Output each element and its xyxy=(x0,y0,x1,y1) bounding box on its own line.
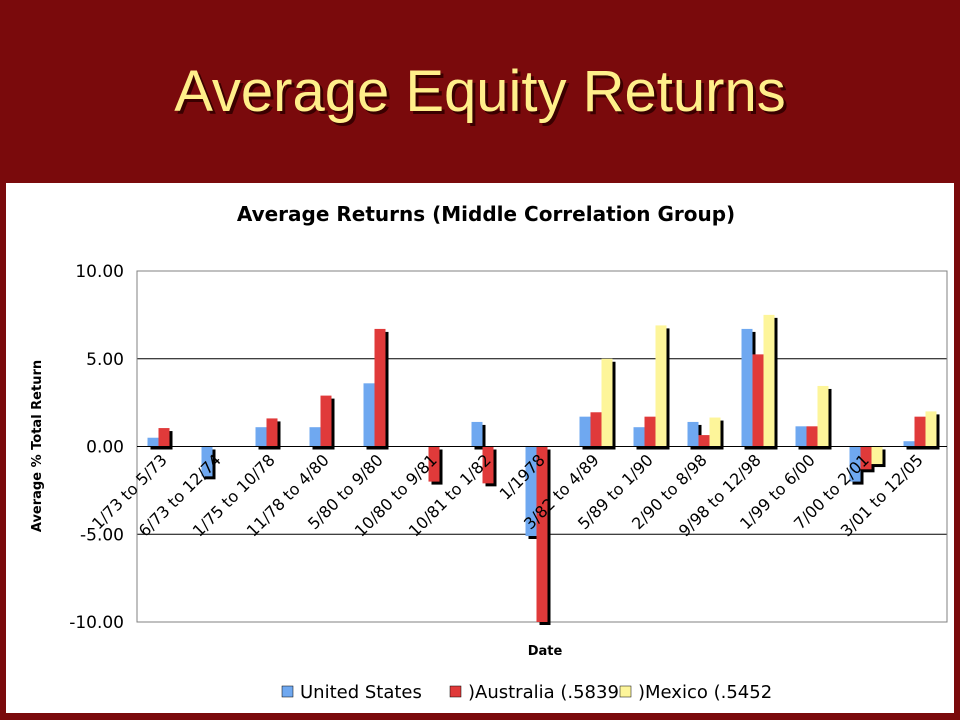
legend-swatch xyxy=(449,685,462,698)
bar xyxy=(903,441,915,447)
chart-panel: Average Returns (Middle Correlation Grou… xyxy=(6,183,954,713)
bar xyxy=(741,328,753,447)
bar xyxy=(644,416,656,447)
y-axis-label: Average % Total Return xyxy=(30,360,45,532)
bar xyxy=(320,395,332,447)
slide-title: Average Equity Returns xyxy=(174,59,786,124)
bar xyxy=(795,426,807,447)
bar xyxy=(579,416,591,447)
chart-title: Average Returns (Middle Correlation Grou… xyxy=(237,202,735,226)
x-axis-label: Date xyxy=(528,644,563,659)
bar xyxy=(871,446,883,465)
bar xyxy=(374,328,386,447)
bar xyxy=(309,427,321,447)
bar xyxy=(201,446,213,477)
bar xyxy=(709,417,721,447)
bar xyxy=(687,421,699,447)
bar xyxy=(601,358,613,447)
y-tick-labels: 10.00 5.00 0.00 -5.00 -10.00 xyxy=(69,262,124,633)
legend-label: United States xyxy=(300,682,422,703)
bar xyxy=(363,383,375,447)
y-tick-label: -5.00 xyxy=(80,525,124,545)
bar xyxy=(428,446,440,482)
y-tick-label: 5.00 xyxy=(86,350,124,370)
legend: United States )Australia (.5839 )Mexico (.… xyxy=(281,682,772,703)
bar xyxy=(147,437,159,447)
bar xyxy=(255,427,267,447)
bar xyxy=(698,435,710,447)
y-tick-label: 0.00 xyxy=(86,438,124,458)
bar xyxy=(525,446,537,537)
bar xyxy=(266,418,278,447)
bar xyxy=(763,314,775,447)
bar xyxy=(817,385,829,447)
legend-swatch xyxy=(619,685,632,698)
x-tick-labels: 1/73 to 5/736/73 to 12/741/75 to 10/7811… xyxy=(88,450,927,540)
bar xyxy=(752,354,764,447)
bar xyxy=(914,416,926,447)
bar xyxy=(536,446,548,622)
bar xyxy=(860,446,872,470)
bars xyxy=(147,314,940,625)
bar-chart: Average Returns (Middle Correlation Grou… xyxy=(30,202,948,703)
bar xyxy=(806,426,818,447)
bar xyxy=(849,446,861,482)
y-tick-label: 10.00 xyxy=(75,262,124,282)
bar xyxy=(158,428,170,447)
legend-label: )Australia (.5839 xyxy=(468,682,619,703)
y-tick-label: -10.00 xyxy=(69,613,124,633)
bar xyxy=(925,411,937,447)
bar xyxy=(590,412,602,447)
bar xyxy=(482,446,494,484)
bar xyxy=(471,421,483,447)
bar xyxy=(633,427,645,447)
legend-label: )Mexico (.5452 xyxy=(638,682,772,703)
legend-swatch xyxy=(281,685,294,698)
bar xyxy=(655,325,667,447)
